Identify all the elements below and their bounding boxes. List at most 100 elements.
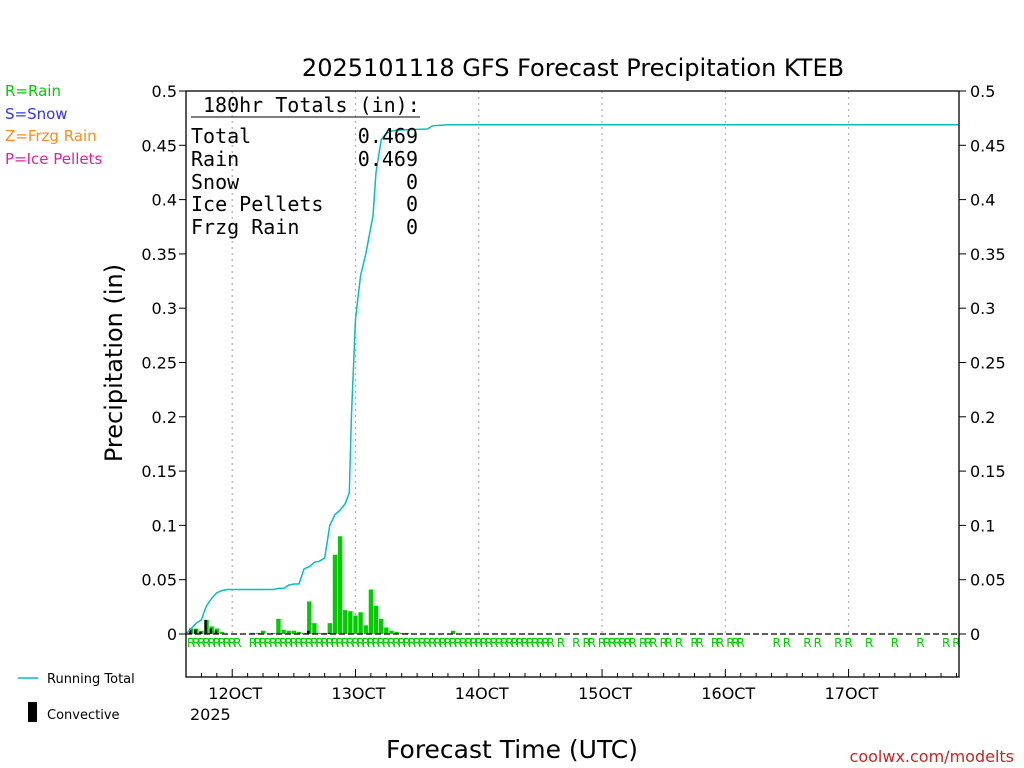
- precip-type-letter: R: [480, 636, 488, 650]
- legend-snow: S=Snow: [5, 105, 68, 123]
- precip-type-letter: R: [315, 636, 323, 650]
- totals-header: 180hr Totals (in):: [203, 93, 420, 117]
- legend-rain: R=Rain: [5, 82, 61, 100]
- x-tick-label: 16OCT: [701, 684, 755, 703]
- precip-type-letter: R: [213, 636, 221, 650]
- y-tick-label-right: 0.3: [970, 299, 995, 318]
- precip-bar: [373, 605, 379, 634]
- precip-type-letter: R: [274, 636, 282, 650]
- y-tick-label-left: 0.4: [152, 191, 177, 210]
- y-tick-label-right: 0.4: [970, 191, 995, 210]
- convective-bar: [327, 632, 331, 634]
- precip-type-letter: R: [418, 636, 426, 650]
- precip-type-letter: R: [711, 636, 719, 650]
- precip-type-letter: R: [439, 636, 447, 650]
- precip-bar: [260, 630, 266, 634]
- precip-type-letter: R: [475, 636, 483, 650]
- precip-type-letter: R: [264, 636, 272, 650]
- precip-type-letter: R: [511, 636, 519, 650]
- y-tick-label-left: 0.25: [141, 354, 177, 373]
- y-tick-label-left: 0.15: [141, 462, 177, 481]
- precip-bar: [291, 630, 297, 634]
- convective-bar: [199, 631, 202, 634]
- precip-type-letter: R: [916, 636, 924, 650]
- precip-type-letter: R: [516, 636, 524, 650]
- y-tick-label-left: 0.3: [152, 299, 177, 318]
- watermark: coolwx.com/modelts: [850, 747, 1014, 766]
- precip-type-letter: R: [326, 636, 334, 650]
- precip-type-letter: R: [336, 636, 344, 650]
- precip-type-legend: R=Rain S=Snow Z=Frzg Rain P=Ice Pellets: [5, 82, 102, 168]
- convective-bars: [188, 619, 331, 634]
- y-axis-left: 0 0.05 0.1 0.15 0.2 0.25 0.3 0.35 0.4 0.45 0.5: [141, 82, 186, 644]
- precip-type-letter: R: [588, 636, 596, 650]
- precip-bar: [343, 610, 348, 634]
- precip-type-letter: R: [459, 636, 467, 650]
- precip-bar: [450, 630, 456, 634]
- precip-type-letter: R: [423, 636, 431, 650]
- precip-bar: [332, 554, 338, 634]
- precip-type-letter: R: [305, 636, 313, 650]
- precip-type-letter: R: [372, 636, 380, 650]
- precip-type-letter: R: [398, 636, 406, 650]
- precip-type-letter: R: [469, 636, 477, 650]
- convective-bar: [214, 630, 218, 634]
- precip-type-letter: R: [228, 636, 236, 650]
- precip-type-letter: R: [269, 636, 277, 650]
- y-tick-label-left: 0.2: [152, 408, 177, 427]
- precip-bar: [337, 536, 343, 634]
- precip-type-letter: R: [382, 636, 390, 650]
- precip-type-letter: R: [603, 636, 611, 650]
- precip-type-letter: R: [202, 636, 210, 650]
- totals-value-total: 0.469: [358, 124, 418, 148]
- y-tick-label-right: 0.1: [970, 516, 995, 535]
- precip-type-letter: R: [218, 636, 226, 650]
- precip-bar: [307, 601, 312, 634]
- precip-type-letter: R: [434, 636, 442, 650]
- precip-type-letter: R: [772, 636, 780, 650]
- precip-type-letter: R: [690, 636, 698, 650]
- totals-label-ice-pellets: Ice Pellets: [191, 192, 323, 216]
- plot-frame: [185, 90, 960, 678]
- chart-title: 2025101118 GFS Forecast Precipitation KT…: [302, 54, 844, 82]
- precip-type-letter: R: [608, 636, 616, 650]
- precip-type-letter: R: [783, 636, 791, 650]
- totals-box: 180hr Totals (in): Total 0.469 Rain 0.46…: [191, 93, 420, 239]
- precip-type-letter: R: [331, 636, 339, 650]
- precip-bar: [368, 589, 374, 634]
- precip-type-letter: R: [362, 636, 370, 650]
- convective-legend-swatch: [28, 702, 37, 722]
- precip-type-letter: R: [192, 636, 200, 650]
- precip-type-letter: R: [803, 636, 811, 650]
- precip-type-letter: R: [490, 636, 498, 650]
- precip-type-letter: R: [891, 636, 899, 650]
- precip-type-letter: R: [952, 636, 960, 650]
- y-tick-label-right: 0.15: [970, 462, 1006, 481]
- precip-type-letter: R: [254, 636, 262, 650]
- precip-type-letter: R: [454, 636, 462, 650]
- precip-type-letter: R: [598, 636, 606, 650]
- precip-bar: [399, 632, 404, 634]
- precip-type-letter: R: [351, 636, 359, 650]
- x-axis: 12OCT 13OCT 14OCT 15OCT 16OCT 17OCT: [185, 669, 957, 703]
- precip-type-letter: R: [731, 636, 739, 650]
- precip-bar: [276, 618, 281, 634]
- precip-type-letter: R: [310, 636, 318, 650]
- precip-type-letter: R: [557, 636, 565, 650]
- x-axis-year-label: 2025: [190, 705, 231, 724]
- precip-type-letter: R: [387, 636, 395, 650]
- precip-type-letter: R: [223, 636, 231, 650]
- y-tick-label-left: 0.35: [141, 245, 177, 264]
- series-legend: Running Total Convective: [18, 672, 135, 723]
- y-tick-label-left: 0: [167, 625, 177, 644]
- x-tick-label: 13OCT: [332, 684, 386, 703]
- precip-type-letter: R: [582, 636, 590, 650]
- totals-value-ice-pellets: 0: [406, 192, 418, 216]
- precip-type-letter: R: [449, 636, 457, 650]
- precip-type-letter: R: [346, 636, 354, 650]
- precip-type-letter: R: [526, 636, 534, 650]
- precip-type-letter: R: [197, 636, 205, 650]
- precip-type-letter: R: [865, 636, 873, 650]
